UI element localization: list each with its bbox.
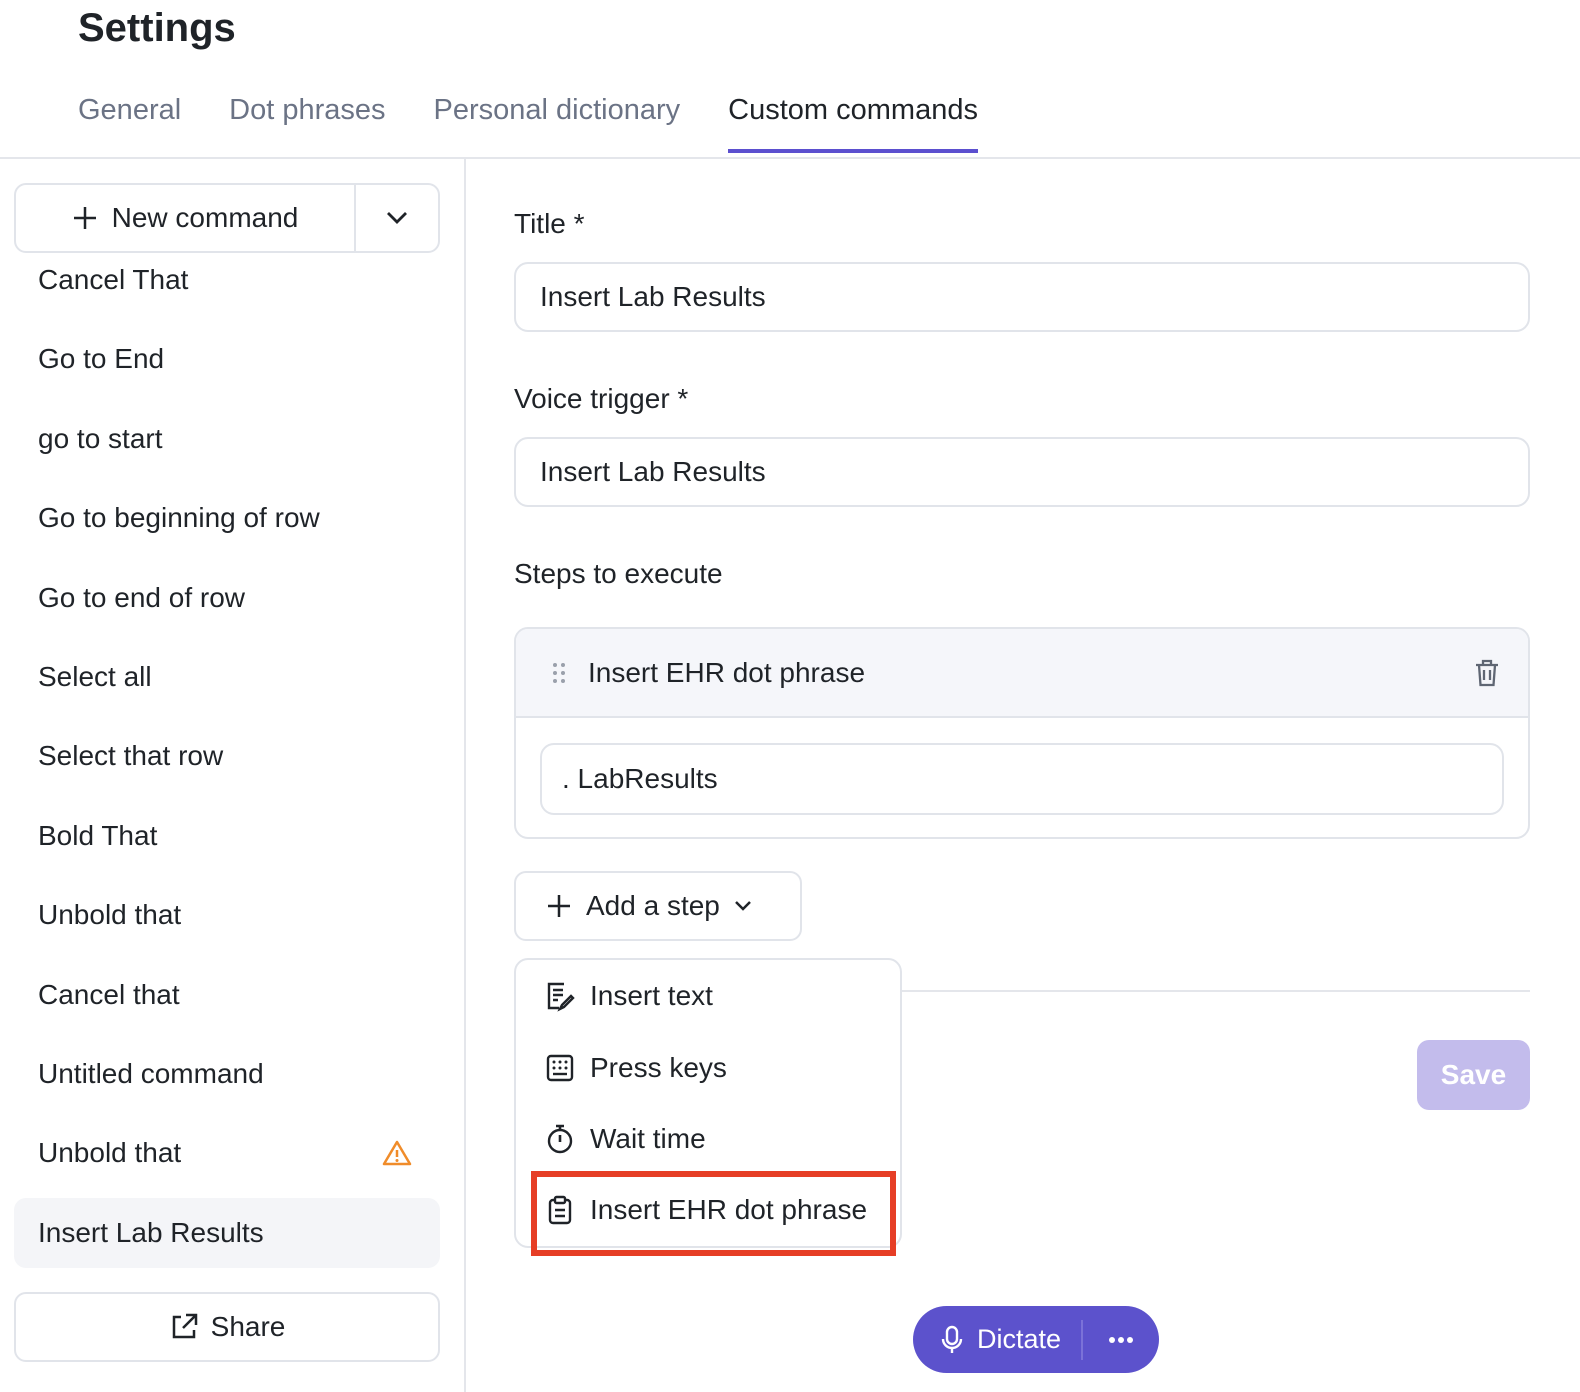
- tab-bar: General Dot phrases Personal dictionary …: [78, 94, 978, 153]
- dictate-label: Dictate: [977, 1324, 1062, 1354]
- sidebar-item-command[interactable]: Unbold that: [14, 880, 440, 950]
- microphone-icon: [941, 1325, 963, 1353]
- tab-custom-commands[interactable]: Custom commands: [728, 94, 978, 153]
- highlight-box: [531, 1171, 896, 1256]
- header-divider: [0, 157, 1580, 159]
- warning-icon: [382, 1141, 412, 1166]
- page-title: Settings: [78, 6, 236, 50]
- sidebar-item-label: Select that row: [38, 740, 224, 772]
- sidebar-item-label: Insert Lab Results: [38, 1216, 264, 1248]
- more-horizontal-icon: [1109, 1336, 1133, 1343]
- sidebar-item-label: Cancel That: [38, 264, 189, 295]
- sidebar-item-label: Cancel that: [38, 978, 180, 1010]
- chevron-down-icon: [387, 212, 407, 224]
- add-step-button[interactable]: Add a step: [514, 871, 802, 941]
- sidebar-item-command[interactable]: Go to end of row: [14, 563, 440, 633]
- add-step-label: Add a step: [586, 890, 720, 921]
- share-button[interactable]: Share: [14, 1292, 440, 1362]
- new-command-label: New command: [111, 202, 299, 233]
- sidebar-item-label: Bold That: [38, 819, 158, 851]
- menu-item-label: Press keys: [590, 1052, 727, 1083]
- sidebar-item-label: Select all: [38, 661, 152, 692]
- dictate-control: Dictate: [913, 1306, 1159, 1373]
- drag-handle-icon[interactable]: [552, 662, 566, 684]
- sidebar-item-label: Unbold that: [38, 1137, 182, 1169]
- menu-item-label: Insert EHR dot phrase: [590, 1194, 868, 1225]
- sidebar-item-label: Go to end of row: [38, 581, 246, 613]
- title-label: Title *: [514, 208, 585, 239]
- voice-trigger-input[interactable]: Insert Lab Results: [514, 437, 1530, 507]
- plus-icon: [548, 895, 570, 917]
- sidebar-item-command[interactable]: go to start: [14, 404, 440, 474]
- new-command-dropdown-button[interactable]: [356, 185, 438, 251]
- more-options-button[interactable]: [1083, 1336, 1159, 1344]
- dictate-button[interactable]: Dictate: [913, 1319, 1083, 1360]
- save-button[interactable]: Save: [1417, 1040, 1530, 1110]
- add-step-menu: Insert text Press keys Wait time Insert …: [514, 958, 902, 1248]
- menu-item-label: Wait time: [590, 1123, 706, 1154]
- clipboard-icon: [548, 1195, 572, 1225]
- new-command-split-button: New command: [14, 183, 440, 253]
- step-title: Insert EHR dot phrase: [588, 656, 866, 688]
- sidebar-item-command[interactable]: Unbold that: [14, 1118, 440, 1188]
- title-input[interactable]: Insert Lab Results: [514, 262, 1530, 332]
- chevron-down-icon: [734, 901, 751, 911]
- sidebar-item-command[interactable]: Bold That: [14, 801, 440, 871]
- sidebar-item-label: Unbold that: [38, 899, 182, 931]
- tab-personal-dictionary[interactable]: Personal dictionary: [433, 94, 681, 126]
- trash-icon[interactable]: [1474, 659, 1500, 687]
- step-header: Insert EHR dot phrase: [516, 629, 1528, 718]
- external-link-icon: [172, 1313, 197, 1339]
- menu-item-insert-ehr-dot-phrase[interactable]: Insert EHR dot phrase: [544, 1194, 867, 1226]
- sidebar-divider: [464, 158, 466, 1392]
- stopwatch-icon: [547, 1124, 573, 1154]
- sidebar-item-command[interactable]: Go to beginning of row: [14, 483, 440, 553]
- sidebar-item-command[interactable]: Go to End: [14, 324, 440, 394]
- new-command-button[interactable]: New command: [16, 185, 356, 251]
- dot-phrase-input[interactable]: . LabResults: [540, 743, 1504, 815]
- menu-item-wait-time[interactable]: Wait time: [544, 1123, 706, 1155]
- sidebar-item-command[interactable]: Cancel that: [14, 960, 440, 1030]
- menu-item-press-keys[interactable]: Press keys: [544, 1052, 727, 1084]
- menu-item-label: Insert text: [590, 980, 713, 1011]
- tab-dot-phrases[interactable]: Dot phrases: [229, 94, 386, 126]
- sidebar-item-label: Untitled command: [38, 1058, 264, 1089]
- sidebar-item-command[interactable]: Select all: [14, 642, 440, 712]
- sidebar-item-command[interactable]: Insert Lab Results: [14, 1197, 440, 1268]
- step-card: Insert EHR dot phrase . LabResults: [514, 627, 1530, 839]
- steps-label: Steps to execute: [514, 558, 723, 589]
- sidebar-item-label: go to start: [38, 422, 163, 454]
- form-divider: [900, 990, 1530, 992]
- tab-general[interactable]: General: [78, 94, 182, 126]
- sidebar-item-command[interactable]: Cancel That: [14, 245, 440, 315]
- sidebar-item-command[interactable]: Untitled command: [14, 1039, 440, 1109]
- keyboard-icon: [546, 1054, 574, 1082]
- sidebar-item-label: Go to beginning of row: [38, 502, 320, 534]
- voice-trigger-label: Voice trigger *: [514, 383, 689, 414]
- menu-item-insert-text[interactable]: Insert text: [544, 980, 713, 1012]
- plus-icon: [73, 207, 96, 229]
- edit-note-icon: [547, 982, 575, 1012]
- share-label: Share: [210, 1311, 286, 1342]
- sidebar-item-label: Go to End: [38, 343, 165, 375]
- sidebar-item-command[interactable]: Select that row: [14, 721, 440, 791]
